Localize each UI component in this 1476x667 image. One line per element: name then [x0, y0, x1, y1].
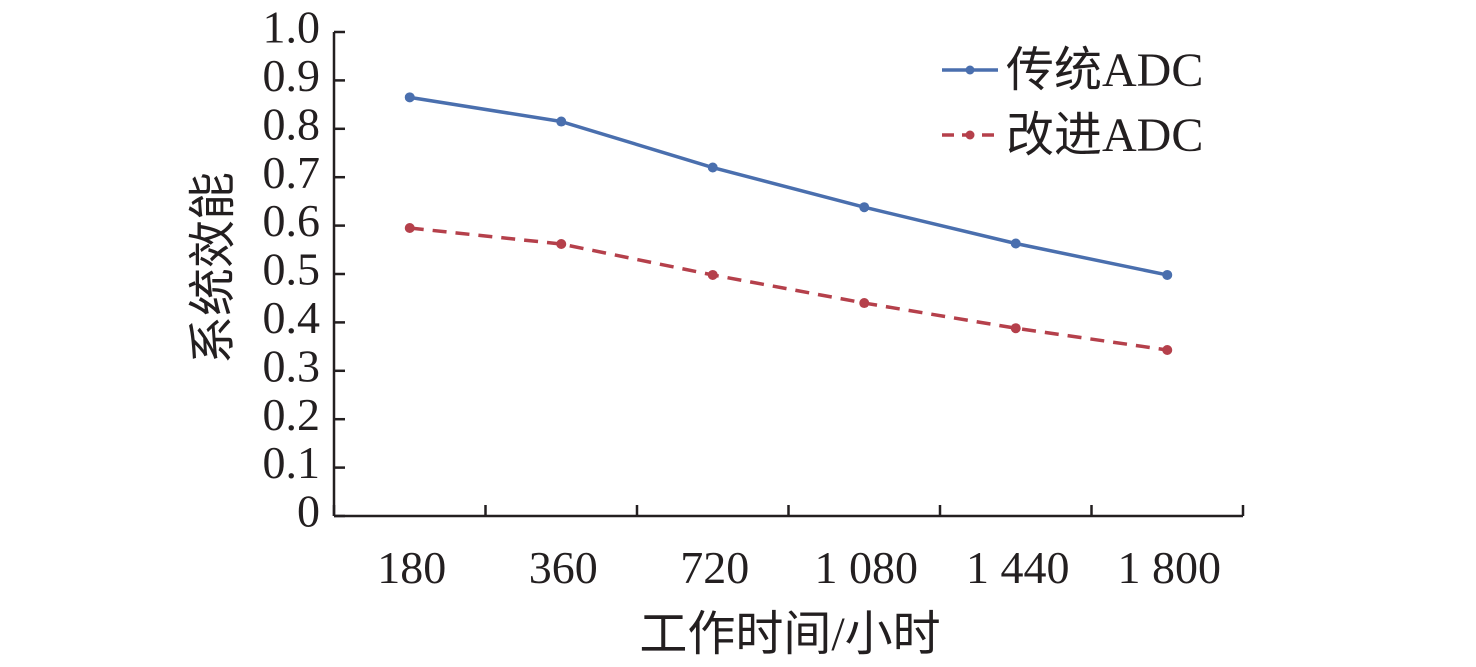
x-tick-label: 180: [377, 542, 446, 593]
y-tick-label: 1.0: [263, 2, 321, 53]
y-tick-label: 0.8: [263, 98, 321, 149]
data-point-series-0: [707, 162, 718, 173]
data-point-series-1: [707, 269, 718, 280]
legend-marker-traditional: [965, 65, 975, 75]
legend-label-traditional: 传统ADC: [1006, 44, 1203, 97]
y-tick-label: 0.3: [263, 340, 321, 391]
y-tick-label: 0: [297, 486, 320, 537]
legend: 传统ADC 改进ADC: [942, 44, 1203, 162]
legend-label-improved: 改进ADC: [1006, 109, 1203, 162]
data-point-series-1: [859, 298, 870, 309]
axes: [332, 32, 1243, 518]
legend-marker-improved: [965, 130, 975, 140]
series-line-0: [409, 95, 1168, 277]
y-tick-label: 0.2: [263, 389, 321, 440]
data-point-series-0: [556, 116, 567, 127]
x-tick-label: 1 080: [815, 542, 919, 593]
y-tick-label: 0.1: [263, 437, 321, 488]
series-line-1: [409, 226, 1168, 352]
x-tick-label: 720: [680, 542, 749, 593]
y-tick-label: 0.7: [263, 147, 321, 198]
y-axis-title: 系统效能: [187, 172, 240, 364]
data-point-series-1: [1010, 323, 1021, 334]
y-ticks: 00.10.20.30.40.50.60.70.80.91.0: [263, 2, 345, 537]
data-point-series-0: [859, 202, 870, 213]
data-point-series-0: [1162, 269, 1173, 280]
y-tick-label: 0.6: [263, 195, 321, 246]
data-point-series-0: [404, 92, 415, 103]
y-tick-label: 0.4: [263, 292, 321, 343]
data-point-series-1: [1162, 344, 1173, 355]
legend-item-improved: 改进ADC: [942, 109, 1203, 162]
x-tick-label: 1 800: [1118, 542, 1222, 593]
x-tick-label: 360: [529, 542, 598, 593]
legend-item-traditional: 传统ADC: [942, 44, 1203, 97]
data-point-series-0: [1010, 238, 1021, 249]
x-axis-title: 工作时间/小时: [639, 608, 940, 661]
x-ticks: 180 360 720 1 080 1 440 1 800: [332, 505, 1245, 593]
y-tick-label: 0.9: [263, 50, 321, 101]
series-layer: [404, 92, 1173, 355]
y-tick-label: 0.5: [263, 244, 321, 295]
data-point-series-1: [556, 238, 567, 249]
x-tick-label: 1 440: [966, 542, 1070, 593]
data-point-series-1: [404, 223, 415, 234]
